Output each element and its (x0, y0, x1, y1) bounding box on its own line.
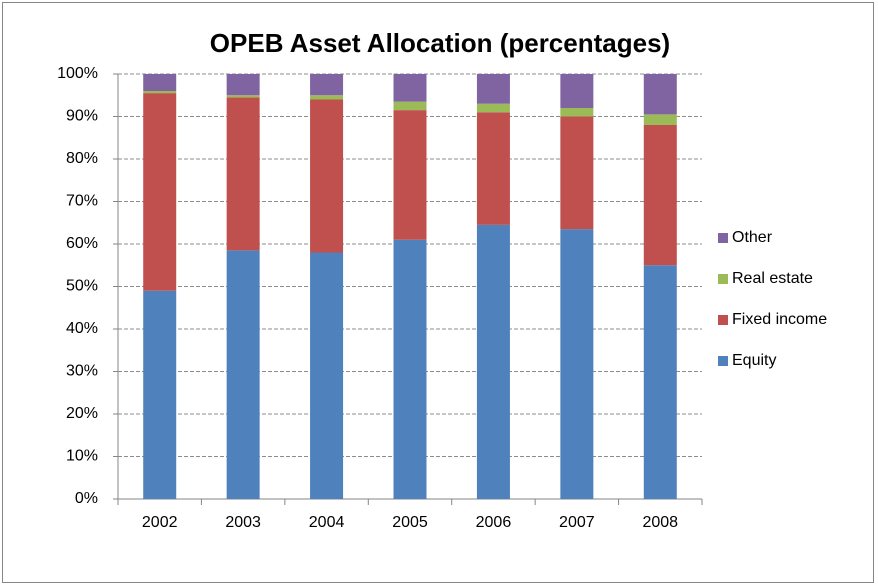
bar-segment (393, 239, 427, 499)
bar-segment (393, 110, 427, 240)
y-tick-label: 70% (66, 193, 98, 210)
y-tick-label: 10% (66, 448, 98, 465)
bar-segment (560, 116, 594, 230)
bar-segment (560, 108, 594, 117)
bar-segment (643, 114, 677, 125)
bar-segment (143, 91, 177, 94)
y-tick-label: 40% (66, 320, 98, 337)
bar-segment (476, 112, 510, 225)
bar-segment (643, 265, 677, 499)
bar-segment (393, 101, 427, 111)
legend-label: Fixed income (732, 311, 827, 328)
y-tick-label: 30% (66, 363, 98, 380)
y-tick-label: 80% (66, 150, 98, 167)
bar-segment (143, 290, 177, 499)
bar-segment (310, 74, 344, 96)
bar-segment (143, 74, 177, 91)
bar-segment (226, 250, 260, 499)
bar-segment (560, 229, 594, 499)
x-tick-label: 2003 (225, 514, 261, 531)
x-tick-label: 2008 (642, 514, 678, 531)
bar-segment (226, 95, 260, 98)
y-tick-label: 60% (66, 235, 98, 252)
legend-swatch (718, 315, 728, 325)
x-tick-label: 2007 (559, 514, 595, 531)
bar-segment (310, 95, 344, 100)
x-tick-label: 2004 (309, 514, 345, 531)
x-tick-label: 2002 (142, 514, 178, 531)
bar-segment (643, 125, 677, 266)
y-tick-label: 20% (66, 405, 98, 422)
y-tick-label: 50% (66, 278, 98, 295)
y-tick-label: 0% (75, 490, 98, 507)
y-tick-label: 100% (57, 65, 98, 82)
bar-segment (476, 74, 510, 104)
x-tick-label: 2006 (476, 514, 512, 531)
bar-segment (476, 103, 510, 113)
bar-segment (310, 252, 344, 499)
legend-label: Real estate (732, 270, 813, 287)
y-tick-label: 90% (66, 108, 98, 125)
x-tick-label: 2005 (392, 514, 428, 531)
bar-segment (310, 99, 344, 253)
legend-swatch (718, 356, 728, 366)
bar-segment (643, 74, 677, 115)
bar-segment (226, 97, 260, 251)
chart-title: OPEB Asset Allocation (percentages) (210, 28, 670, 58)
bar-segment (560, 74, 594, 108)
legend-swatch (718, 233, 728, 243)
legend-swatch (718, 274, 728, 284)
bar-segment (143, 93, 177, 291)
legend-label: Other (732, 229, 773, 246)
legend-label: Equity (732, 352, 776, 369)
bar-segment (393, 74, 427, 102)
bar-segment (476, 224, 510, 499)
bar-segment (226, 74, 260, 96)
